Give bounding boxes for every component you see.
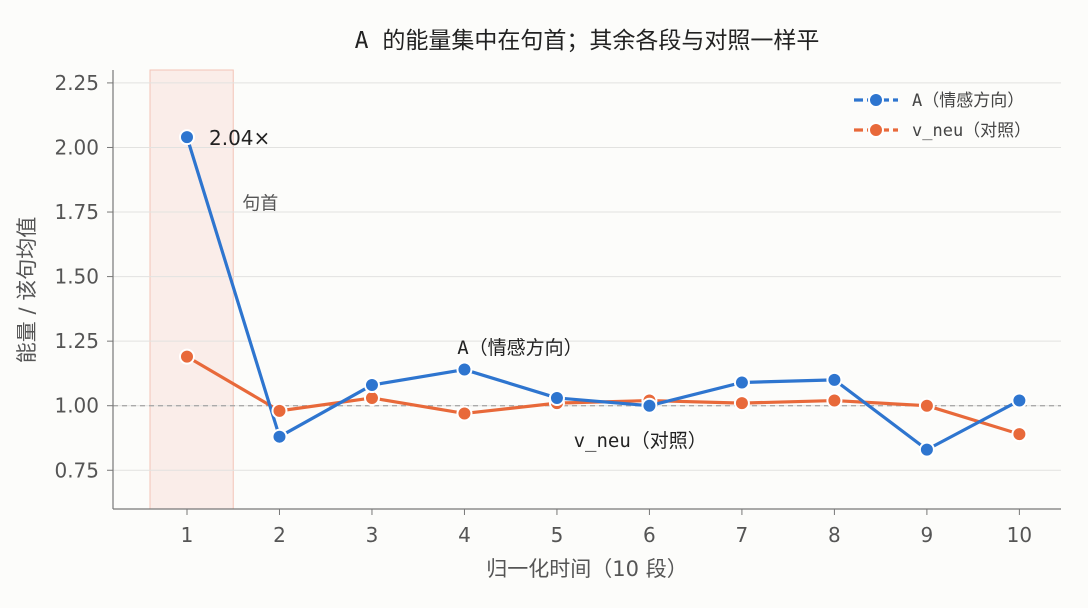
series-point-0 — [918, 441, 935, 458]
y-tick-label: 1.00 — [54, 394, 99, 418]
series-point-1 — [918, 397, 935, 414]
series-point-0 — [548, 389, 565, 406]
chart-title: A 的能量集中在句首；其余各段与对照一样平 — [355, 28, 820, 54]
series-line-1 — [185, 355, 1021, 436]
series-point-1 — [826, 392, 843, 409]
series-point-0 — [641, 397, 658, 414]
x-axis-label: 归一化时间（10 段） — [486, 557, 687, 581]
data-label: 2.04× — [209, 126, 270, 150]
y-tick-label: 1.25 — [54, 329, 99, 353]
x-tick-label: 1 — [181, 523, 194, 547]
series-point-1 — [456, 405, 473, 422]
legend: A（情感方向） v_neu（对照） — [854, 91, 1031, 141]
series-line-0 — [185, 135, 1021, 452]
y-tick-label: 2.00 — [54, 135, 99, 159]
y-tick-label: 0.75 — [54, 458, 99, 482]
axis-layer: 0.75 1.00 1.25 1.50 1.75 2.00 2.25 1 2 3 4 5 6 7 8 9 10 — [54, 70, 1061, 547]
series-point-0 — [826, 371, 843, 388]
x-tick-label: 4 — [458, 523, 471, 547]
legend-marker-0 — [868, 92, 884, 108]
legend-marker-1 — [868, 122, 884, 138]
series-point-1 — [363, 389, 380, 406]
x-tick-label: 3 — [366, 523, 379, 547]
y-tick-label: 2.25 — [54, 71, 99, 95]
x-tick-label: 2 — [273, 523, 286, 547]
legend-label-0: A（情感方向） — [912, 91, 1024, 111]
x-tick-label: 10 — [1007, 523, 1032, 547]
annotation-layer: 2.04× A（情感方向） v_neu（对照） — [209, 126, 707, 452]
x-tick-label: 7 — [736, 523, 749, 547]
y-axis-label: 能量 / 该句均值 — [15, 217, 39, 363]
x-tick-label: 8 — [828, 523, 841, 547]
series-annotation-1: v_neu（对照） — [574, 430, 707, 452]
x-tick-label: 9 — [921, 523, 934, 547]
series-point-0 — [363, 377, 380, 394]
highlight-band-label: 句首 — [242, 193, 278, 214]
series-point-0 — [178, 129, 195, 146]
series-point-1 — [271, 402, 288, 419]
legend-label-1: v_neu（对照） — [912, 121, 1031, 141]
series-point-0 — [733, 374, 750, 391]
series-point-0 — [271, 428, 288, 445]
series-point-0 — [1011, 392, 1028, 409]
series-layer — [178, 129, 1028, 458]
series-point-0 — [456, 361, 473, 378]
y-tick-label: 1.75 — [54, 200, 99, 224]
series-annotation-0: A（情感方向） — [457, 337, 582, 359]
y-tick-label: 1.50 — [54, 265, 99, 289]
x-tick-label: 6 — [643, 523, 656, 547]
x-tick-label: 5 — [551, 523, 564, 547]
series-point-1 — [1011, 426, 1028, 443]
series-point-1 — [733, 395, 750, 412]
series-point-1 — [178, 348, 195, 365]
